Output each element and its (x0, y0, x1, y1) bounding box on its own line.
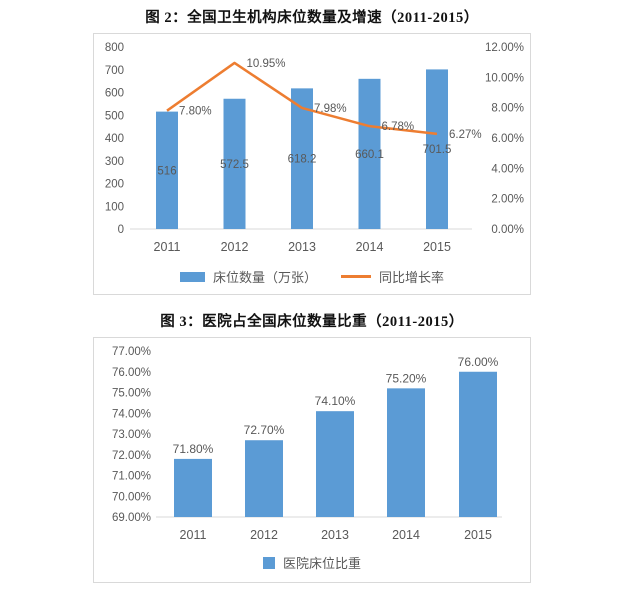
hospital-share-label: 75.20% (386, 371, 427, 385)
legend-bar-label: 床位数量（万张） (212, 270, 317, 285)
figure3-chart-panel: 77.00% 76.00% 75.00% 74.00% 73.00% 72.00% 71.0… (93, 337, 531, 583)
bed-count-bar-2014 (358, 78, 381, 229)
growth-rate-label: 7.80% (179, 106, 212, 118)
x-axis-label: 2014 (392, 528, 420, 542)
left-axis-tick: 500 (105, 110, 124, 122)
hospital-share-label: 76.00% (458, 355, 499, 369)
legend-bar-swatch (262, 556, 275, 569)
left-axis-tick: 100 (105, 201, 124, 213)
hospital-share-bar-2015 (459, 371, 497, 517)
right-axis-tick: 6.00% (491, 133, 524, 145)
hospital-share-label: 74.10% (315, 394, 356, 408)
bed-count-label: 660.1 (355, 149, 384, 161)
y-axis-tick: 75.00% (112, 388, 151, 400)
hospital-share-label: 71.80% (173, 442, 214, 456)
hospital-share-bar-2012 (245, 440, 283, 517)
left-axis-tick: 700 (105, 65, 124, 77)
y-axis-tick: 77.00% (112, 346, 151, 358)
figure2-title: 图 2：全国卫生机构床位数量及增速（2011-2015） (145, 10, 479, 26)
hospital-share-label: 72.70% (244, 423, 285, 437)
right-axis-tick: 8.00% (491, 103, 524, 115)
hospital-share-bar-2011 (174, 458, 212, 517)
legend-bar-label: 医院床位比重 (282, 556, 361, 571)
x-axis-label: 2015 (464, 528, 492, 542)
growth-rate-label: 7.98% (314, 103, 347, 115)
legend-line-swatch (341, 275, 371, 278)
left-axis-tick: 200 (105, 179, 124, 191)
right-axis-tick: 12.00% (485, 42, 524, 54)
right-axis-tick: 10.00% (485, 72, 524, 84)
figure2-chart-panel: 800 700 600 500 400 300 200 100 0 12.00% 10.00% 8.0… (93, 33, 531, 295)
figure3-title: 图 3：医院占全国床位数量比重（2011-2015） (160, 314, 464, 330)
y-axis-tick: 69.00% (112, 512, 151, 524)
left-axis-tick: 800 (105, 42, 124, 54)
x-axis-label: 2013 (288, 240, 316, 254)
x-axis-label: 2012 (221, 240, 249, 254)
bed-count-bar-2011 (156, 111, 178, 229)
x-axis-label: 2011 (154, 240, 181, 254)
bed-count-label: 701.5 (423, 144, 452, 156)
y-axis-tick: 71.00% (112, 471, 151, 483)
bed-count-bar-2015 (426, 69, 448, 229)
growth-rate-label: 6.78% (382, 121, 415, 133)
growth-rate-label: 10.95% (247, 58, 286, 70)
right-axis-tick: 4.00% (491, 163, 524, 175)
x-axis-label: 2012 (250, 528, 278, 542)
legend-line-label: 同比增长率 (379, 270, 445, 285)
figure2-combo-chart: 800 700 600 500 400 300 200 100 0 12.00% 10.00% 8.0… (105, 42, 524, 254)
hospital-share-bar-2014 (387, 388, 425, 517)
y-axis-tick: 74.00% (112, 408, 151, 420)
left-axis-tick: 0 (118, 224, 124, 236)
bed-count-label: 572.5 (220, 159, 249, 171)
hospital-share-bar-2013 (316, 411, 354, 517)
bed-count-label: 618.2 (288, 154, 317, 166)
x-axis-label: 2013 (321, 528, 349, 542)
figure2-legend: 床位数量（万张） 同比增长率 (94, 267, 530, 286)
left-axis-tick: 600 (105, 88, 124, 100)
left-axis-tick: 300 (105, 156, 124, 168)
legend-bar-swatch (179, 271, 205, 282)
y-axis-tick: 70.00% (112, 491, 151, 503)
right-axis-tick: 0.00% (491, 224, 524, 236)
bed-count-bar-2013 (291, 88, 313, 229)
y-axis-tick: 76.00% (112, 367, 151, 379)
x-axis-label: 2015 (423, 240, 451, 254)
x-axis-label: 2014 (356, 240, 384, 254)
bed-count-bar-2012 (223, 98, 246, 229)
growth-rate-label: 6.27% (449, 129, 482, 141)
right-axis-tick: 2.00% (491, 194, 524, 206)
bed-count-label: 516 (157, 165, 176, 177)
left-axis-tick: 400 (105, 133, 124, 145)
x-axis-label: 2011 (180, 528, 207, 542)
growth-rate-line (166, 61, 438, 136)
y-axis-tick: 72.00% (112, 450, 151, 462)
y-axis-tick: 73.00% (112, 429, 151, 441)
figure3-legend: 医院床位比重 (94, 553, 530, 572)
figure3-bar-chart: 77.00% 76.00% 75.00% 74.00% 73.00% 72.00% 71.0… (112, 346, 502, 542)
